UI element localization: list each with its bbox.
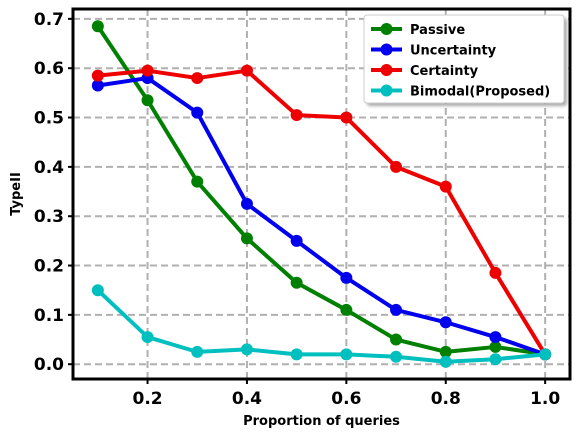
y-tick-label: 0.4: [34, 158, 64, 178]
legend-label: Passive: [410, 23, 465, 38]
series-bimodal-proposed: [91, 284, 552, 368]
data-point: [240, 64, 253, 77]
series-line: [97, 68, 547, 356]
data-point: [489, 331, 502, 344]
x-tick-label: 0.8: [431, 389, 461, 409]
data-point: [340, 111, 353, 124]
legend-item: Certainty: [371, 64, 479, 79]
x-tick-label: 0.2: [132, 389, 162, 409]
data-point: [340, 348, 353, 361]
legend-item: Uncertainty: [371, 43, 497, 59]
y-tick-label: 0.7: [34, 10, 64, 30]
data-point: [439, 355, 452, 368]
data-point: [240, 197, 253, 210]
data-point: [439, 316, 452, 329]
data-point: [191, 175, 204, 188]
data-point: [439, 180, 452, 193]
data-point: [191, 345, 204, 358]
data-point: [91, 20, 104, 33]
legend-label: Bimodal(Proposed): [410, 85, 550, 100]
legend: Passive Uncertainty Certainty Bimodal(Propo…: [363, 14, 565, 104]
data-point: [141, 331, 154, 344]
plot-frame: [71, 7, 572, 381]
y-axis-label: TypeII: [9, 172, 24, 216]
data-point: [240, 343, 253, 356]
data-point: [191, 106, 204, 119]
series-line: [97, 76, 546, 357]
data-point: [439, 345, 452, 358]
data-point: [489, 353, 502, 366]
data-point: [290, 234, 303, 247]
data-point: [240, 232, 253, 245]
legend-swatch-marker: [380, 43, 393, 56]
legend-item: Passive: [371, 23, 465, 38]
x-tick-label: 0.6: [331, 389, 361, 409]
series-line: [96, 25, 546, 357]
data-point: [390, 160, 403, 173]
y-tick-label: 0.3: [34, 207, 64, 227]
ticks: 0.2 0.4 0.6 0.8 1.0 0.0 0.1 0.2 0.3 0.4 0.5 0.6 0.7: [34, 10, 560, 409]
y-tick-label: 0.5: [34, 109, 64, 129]
data-point: [390, 303, 403, 316]
data-point: [91, 69, 104, 82]
data-point: [141, 64, 154, 77]
y-tick-label: 0.1: [34, 306, 64, 326]
y-tick-label: 0.6: [34, 59, 64, 79]
series-line: [96, 288, 546, 364]
data-point: [390, 350, 403, 363]
x-axis-label: Proportion of queries: [243, 414, 400, 429]
series-layer: [91, 20, 552, 368]
data-point: [539, 348, 552, 361]
legend-label: Certainty: [410, 64, 479, 79]
data-point: [340, 271, 353, 284]
data-point: [191, 72, 204, 85]
legend-swatch-marker: [380, 64, 393, 76]
data-point: [141, 94, 154, 107]
data-point: [290, 348, 303, 361]
data-point: [290, 109, 303, 122]
legend-label: Uncertainty: [410, 44, 497, 59]
legend-box: [363, 14, 565, 104]
legend-item: Bimodal(Proposed): [371, 84, 550, 100]
data-point: [489, 266, 502, 279]
data-point: [91, 79, 104, 92]
data-point: [91, 284, 104, 297]
data-point: [390, 333, 403, 346]
x-tick-label: 1.0: [530, 389, 560, 409]
legend-swatch-marker: [380, 84, 393, 97]
y-tick-label: 0.2: [34, 257, 64, 277]
data-point: [489, 340, 502, 353]
x-tick-label: 0.4: [232, 389, 262, 409]
legend-swatch-marker: [380, 23, 393, 35]
data-point: [290, 276, 303, 289]
y-tick-label: 0.0: [34, 355, 64, 375]
data-point: [340, 303, 353, 316]
